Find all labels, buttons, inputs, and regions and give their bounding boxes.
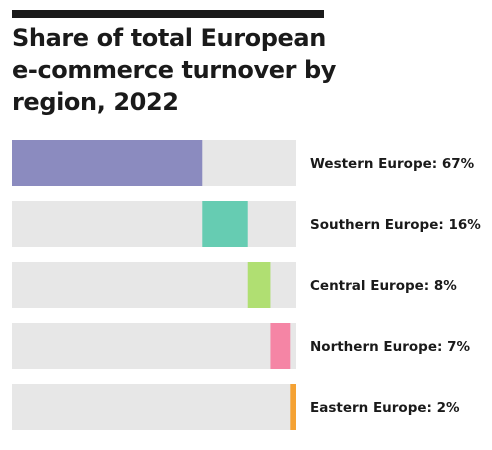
bar-label-3: Central Europe: 8% <box>310 278 457 294</box>
bar-track-5 <box>12 384 296 430</box>
chart-title: Share of total European e-commerce turno… <box>12 24 337 116</box>
bar-track-4 <box>12 323 296 369</box>
bar-label-5: Eastern Europe: 2% <box>310 400 460 416</box>
bar-4 <box>270 323 291 369</box>
bar-label-2: Southern Europe: 16% <box>310 217 481 233</box>
bar-label-1: Western Europe: 67% <box>310 156 475 172</box>
bar-2 <box>202 201 248 247</box>
bar-track-2 <box>12 201 296 247</box>
bar-5 <box>290 384 296 430</box>
bar-label-4: Northern Europe: 7% <box>310 339 470 355</box>
bar-1 <box>12 140 203 186</box>
bar-3 <box>247 262 271 308</box>
title-rule <box>12 10 324 18</box>
